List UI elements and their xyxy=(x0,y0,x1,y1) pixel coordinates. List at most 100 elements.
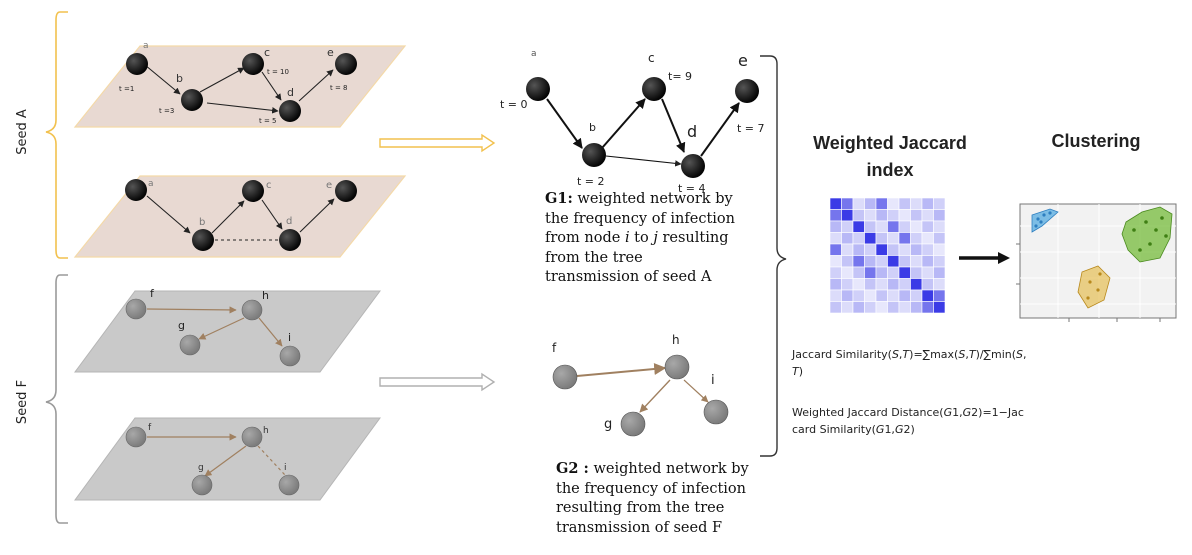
heatmap-cell xyxy=(887,278,900,291)
formula-var: S xyxy=(1016,348,1023,361)
formula-text: ) xyxy=(798,365,804,378)
node-b-label: b xyxy=(176,72,183,85)
heatmap-cell xyxy=(829,301,842,314)
node-d-label: d xyxy=(287,86,294,99)
heatmap-cell xyxy=(921,278,934,291)
heatmap-cell xyxy=(887,289,900,302)
node-h-label: h xyxy=(672,333,680,347)
heatmap-cell xyxy=(921,209,934,222)
formula-text: 1, xyxy=(884,423,895,436)
node-c-label: c xyxy=(264,46,270,59)
g1-caption-line3b: to xyxy=(629,230,654,246)
heatmap-cell xyxy=(887,232,900,245)
node-g xyxy=(191,474,213,496)
jaccard-title-line2: index xyxy=(866,160,914,180)
seed-f-top-panel: f h g i xyxy=(74,287,381,373)
cluster-blue xyxy=(1031,208,1059,233)
node-b xyxy=(192,229,214,251)
g2-caption: G2 : weighted network by the frequency o… xyxy=(556,459,796,538)
heatmap-cell xyxy=(852,266,865,279)
g1-caption-i: i xyxy=(624,230,630,246)
heatmap-cell xyxy=(841,197,854,210)
time-b-label: t = 2 xyxy=(577,175,605,188)
heatmap-cell xyxy=(875,289,888,302)
heatmap-cell xyxy=(829,220,842,233)
heatmap-cell xyxy=(864,301,877,314)
seed-f-bracket xyxy=(45,274,68,524)
heatmap-cell xyxy=(875,301,888,314)
heatmap-cell xyxy=(829,278,842,291)
formula-var: T xyxy=(902,348,910,361)
heatmap-cell xyxy=(933,209,946,222)
clustering-title: Clustering xyxy=(1051,131,1141,151)
formula-var: G xyxy=(894,423,904,436)
heatmap-cell xyxy=(841,220,854,233)
node-i xyxy=(278,474,300,496)
heatmap-cell xyxy=(841,255,854,268)
node-e-label: e xyxy=(326,180,332,191)
heatmap-cell xyxy=(841,243,854,256)
heatmap-cell xyxy=(933,232,946,245)
node-b xyxy=(582,143,606,167)
heatmap-cell xyxy=(887,266,900,279)
time-d-label: t = 4 xyxy=(678,182,706,195)
node-b-label: b xyxy=(199,217,205,228)
heatmap-cell xyxy=(921,220,934,233)
heatmap-cell xyxy=(898,232,911,245)
formula-text: 2) xyxy=(903,423,915,436)
heatmap-cell xyxy=(910,266,923,279)
formula-var: T xyxy=(968,348,976,361)
node-a-label: a xyxy=(143,41,149,51)
heatmap-cell xyxy=(875,220,888,233)
g1-caption-line1: weighted network by xyxy=(572,191,733,207)
heatmap-cell xyxy=(910,220,923,233)
node-i xyxy=(279,345,301,367)
node-c xyxy=(242,53,264,75)
jaccard-heatmap xyxy=(829,197,946,314)
heatmap-cell xyxy=(864,232,877,245)
node-g xyxy=(179,334,201,356)
heatmap-cell xyxy=(829,209,842,222)
heatmap-cell xyxy=(841,232,854,245)
heatmap-cell xyxy=(829,243,842,256)
formula-text: Jaccard Similarity( xyxy=(792,348,892,361)
seed-f-bottom-panel: f h g i xyxy=(74,417,381,501)
heatmap-cell xyxy=(921,255,934,268)
heatmap-cell xyxy=(875,243,888,256)
heatmap-cell xyxy=(864,278,877,291)
node-d-label: d xyxy=(687,122,697,141)
heatmap-cell xyxy=(910,255,923,268)
time-a-label: t = 0 xyxy=(500,98,528,111)
node-e xyxy=(335,53,357,75)
heatmap-cell xyxy=(852,289,865,302)
heatmap-cell xyxy=(864,197,877,210)
heatmap-cell xyxy=(910,209,923,222)
node-a xyxy=(126,53,148,75)
jaccard-title: Weighted Jaccard index xyxy=(800,133,980,181)
g2-network: f h g i xyxy=(552,333,729,437)
formula-var: G xyxy=(875,423,885,436)
seed-a-bracket xyxy=(45,11,68,259)
gray-hollow-arrow xyxy=(379,372,496,392)
time-b-label: t =3 xyxy=(159,107,174,115)
node-h xyxy=(664,354,690,380)
heatmap-cell xyxy=(933,255,946,268)
heatmap-cell xyxy=(921,289,934,302)
heatmap-cell xyxy=(898,209,911,222)
heatmap-to-clustering-arrow xyxy=(959,252,1010,264)
heatmap-cell xyxy=(829,289,842,302)
node-i-label: i xyxy=(284,463,287,473)
formula-var: S xyxy=(891,348,899,361)
formula-var: T xyxy=(792,365,799,378)
g2-caption-line2: the frequency of infection xyxy=(556,480,746,497)
heatmap-cell xyxy=(864,289,877,302)
node-d xyxy=(279,100,301,122)
g1-caption-line3c: resulting xyxy=(657,230,729,246)
heatmap-cell xyxy=(875,209,888,222)
formula-text: 1, xyxy=(952,406,963,419)
node-e-label: e xyxy=(738,51,748,70)
node-g xyxy=(620,411,646,437)
heatmap-cell xyxy=(887,255,900,268)
seed-a-label: Seed A xyxy=(15,109,30,155)
time-c-label: t= 9 xyxy=(668,70,692,83)
